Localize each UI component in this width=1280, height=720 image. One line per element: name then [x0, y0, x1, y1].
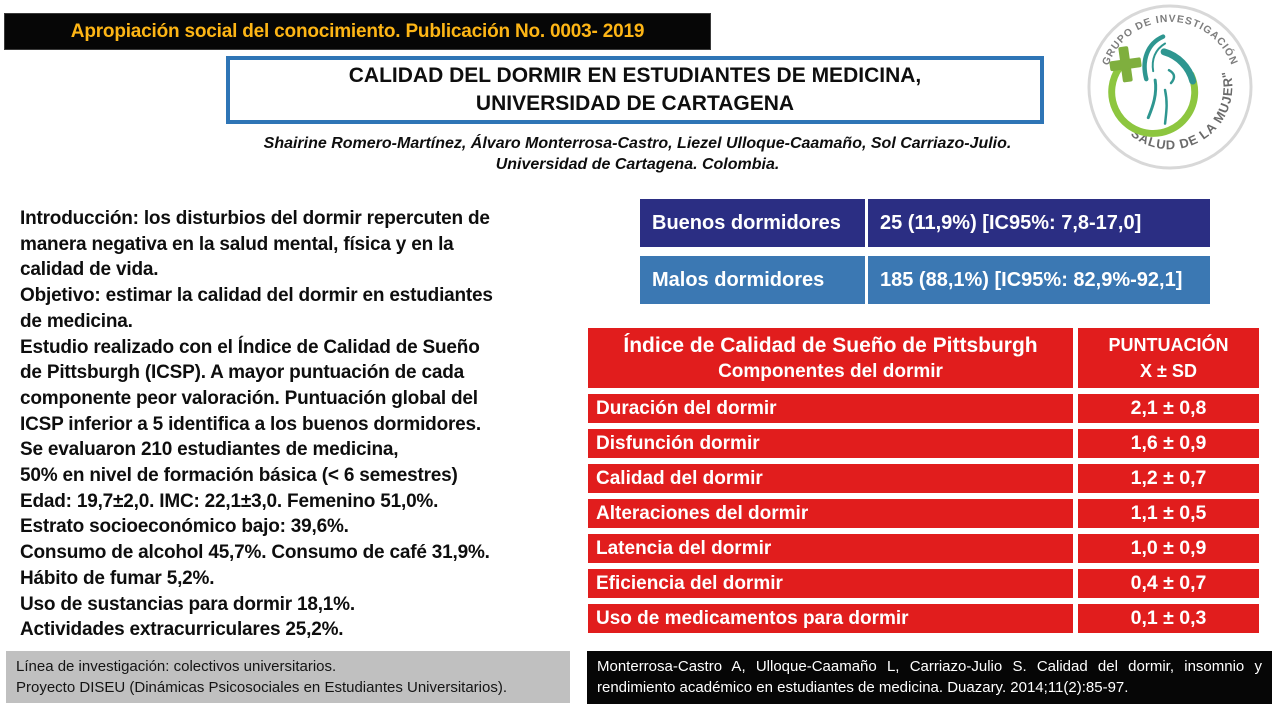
- icsp-header-subtitle: Componentes del dormir: [718, 361, 943, 382]
- authors: Shairine Romero-Martínez, Álvaro Monterr…: [0, 133, 1275, 175]
- salud-de-la-mujer-logo: GRUPO DE INVESTIGACIÓN "SALUD DE LA MUJE…: [1086, 3, 1254, 171]
- logo-green-ring-icon: [1108, 64, 1199, 137]
- abstract-text: Introducción: los disturbios del dormir …: [20, 208, 493, 641]
- good-sleepers-label: Buenos dormidores: [640, 199, 865, 247]
- icsp-component: Calidad del dormir: [588, 464, 1073, 493]
- bad-sleepers-value: 185 (88,1%) [IC95%: 82,9%-92,1]: [868, 256, 1210, 304]
- icsp-score: 0,1 ± 0,3: [1078, 604, 1259, 633]
- column-divider: [1073, 328, 1078, 388]
- column-divider: [1073, 534, 1078, 563]
- icsp-score-subtitle: X ± SD: [1140, 361, 1197, 381]
- icsp-score: 0,4 ± 0,7: [1078, 569, 1259, 598]
- column-divider: [1073, 394, 1078, 423]
- logo-badge-icon: GRUPO DE INVESTIGACIÓN "SALUD DE LA MUJE…: [1087, 4, 1253, 170]
- icsp-score: 1,6 ± 0,9: [1078, 429, 1259, 458]
- column-divider: [1073, 604, 1078, 633]
- icsp-score-title: PUNTUACIÓN: [1108, 335, 1229, 355]
- column-divider: [865, 199, 868, 247]
- good-sleepers-row: Buenos dormidores 25 (11,9%) [IC95%: 7,8…: [640, 199, 1210, 247]
- column-divider: [1073, 569, 1078, 598]
- icsp-score: 1,2 ± 0,7: [1078, 464, 1259, 493]
- icsp-table: Índice de Calidad de Sueño de Pittsburgh…: [588, 328, 1259, 633]
- publication-banner: Apropiación social del conocimiento. Pub…: [4, 13, 711, 50]
- column-divider: [1073, 429, 1078, 458]
- icsp-header-score: PUNTUACIÓN X ± SD: [1078, 328, 1259, 388]
- icsp-component: Duración del dormir: [588, 394, 1073, 423]
- woman-figure-icon: [1142, 34, 1176, 125]
- reference-box: Monterrosa-Castro A, Ulloque-Caamaño L, …: [587, 651, 1272, 704]
- icsp-row: Calidad del dormir 1,2 ± 0,7: [588, 464, 1259, 493]
- column-divider: [1073, 464, 1078, 493]
- icsp-row: Disfunción dormir 1,6 ± 0,9: [588, 429, 1259, 458]
- icsp-score: 1,0 ± 0,9: [1078, 534, 1259, 563]
- icsp-header-title: Índice de Calidad de Sueño de Pittsburgh: [623, 334, 1038, 357]
- icsp-row: Alteraciones del dormir 1,1 ± 0,5: [588, 499, 1259, 528]
- icsp-score: 2,1 ± 0,8: [1078, 394, 1259, 423]
- poster-title-line2: UNIVERSIDAD DE CARTAGENA: [475, 92, 795, 115]
- research-line-box: Línea de investigación: colectivos unive…: [6, 651, 570, 703]
- bad-sleepers-row: Malos dormidores 185 (88,1%) [IC95%: 82,…: [640, 256, 1210, 304]
- bad-sleepers-label: Malos dormidores: [640, 256, 865, 304]
- publication-banner-text: Apropiación social del conocimiento. Pub…: [70, 20, 645, 42]
- icsp-row: Uso de medicamentos para dormir 0,1 ± 0,…: [588, 604, 1259, 633]
- icsp-component: Alteraciones del dormir: [588, 499, 1073, 528]
- poster-title-line1: CALIDAD DEL DORMIR EN ESTUDIANTES DE MED…: [348, 64, 922, 87]
- icsp-component: Disfunción dormir: [588, 429, 1073, 458]
- column-divider: [1073, 499, 1078, 528]
- icsp-row: Eficiencia del dormir 0,4 ± 0,7: [588, 569, 1259, 598]
- good-sleepers-value: 25 (11,9%) [IC95%: 7,8-17,0]: [868, 199, 1210, 247]
- icsp-table-header: Índice de Calidad de Sueño de Pittsburgh…: [588, 328, 1259, 388]
- column-divider: [865, 256, 868, 304]
- authors-names: Shairine Romero-Martínez, Álvaro Monterr…: [263, 135, 1012, 152]
- green-cross-icon: [1109, 46, 1142, 83]
- icsp-row: Duración del dormir 2,1 ± 0,8: [588, 394, 1259, 423]
- authors-affiliation: Universidad de Cartagena. Colombia.: [495, 156, 780, 173]
- icsp-component: Latencia del dormir: [588, 534, 1073, 563]
- logo-teal-ring-icon: [1160, 48, 1197, 85]
- title-box: CALIDAD DEL DORMIR EN ESTUDIANTES DE MED…: [226, 56, 1044, 124]
- icsp-row: Latencia del dormir 1,0 ± 0,9: [588, 534, 1259, 563]
- icsp-score: 1,1 ± 0,5: [1078, 499, 1259, 528]
- icsp-component: Eficiencia del dormir: [588, 569, 1073, 598]
- icsp-component: Uso de medicamentos para dormir: [588, 604, 1073, 633]
- icsp-header-components: Índice de Calidad de Sueño de Pittsburgh…: [588, 328, 1073, 388]
